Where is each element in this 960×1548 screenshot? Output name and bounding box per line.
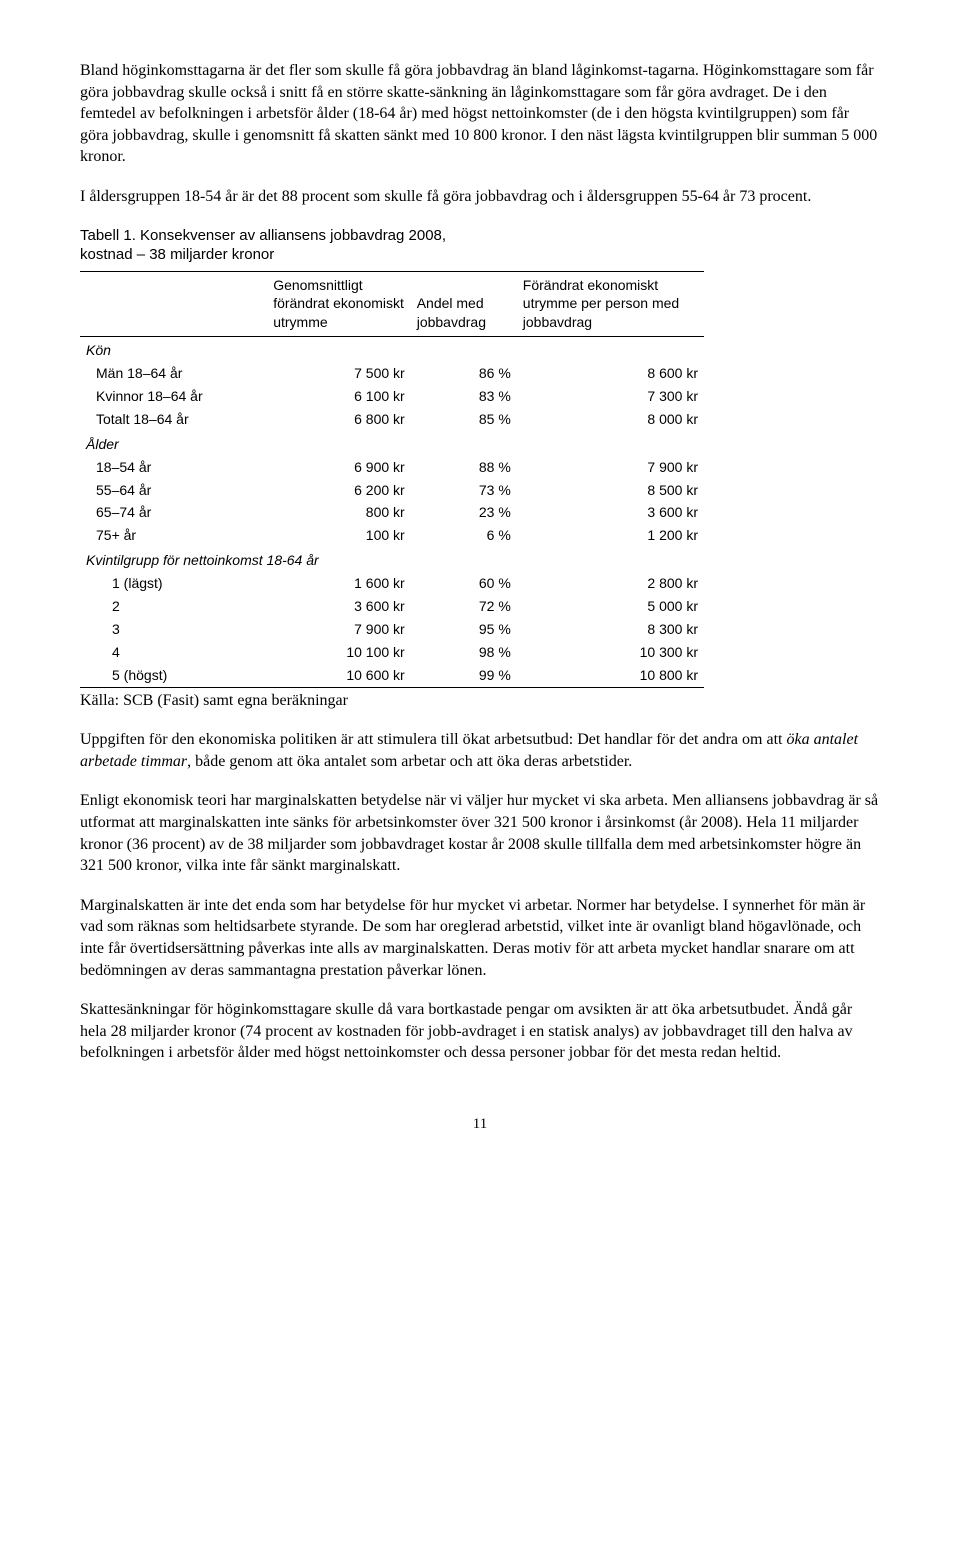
cell: 6 900 kr [267,456,411,479]
text-run: Uppgiften för den ekonomiska politiken ä… [80,731,786,748]
row-label: 1 (lägst) [80,572,267,595]
body-paragraph: Bland höginkomsttagarna är det fler som … [80,60,880,168]
cell: 95 % [411,618,517,641]
table-row: 55–64 år 6 200 kr 73 % 8 500 kr [80,479,704,502]
col-header: Andel med jobbavdrag [411,271,517,337]
cell: 6 % [411,524,517,547]
cell: 99 % [411,664,517,687]
table-section: Kön [80,337,704,362]
cell: 7 300 kr [517,385,704,408]
row-label: 75+ år [80,524,267,547]
cell: 6 800 kr [267,408,411,431]
cell: 10 300 kr [517,641,704,664]
cell: 73 % [411,479,517,502]
cell: 60 % [411,572,517,595]
table-row: 75+ år 100 kr 6 % 1 200 kr [80,524,704,547]
cell: 72 % [411,595,517,618]
table-source: Källa: SCB (Fasit) samt egna beräkningar [80,690,880,712]
table-row: 1 (lägst) 1 600 kr 60 % 2 800 kr [80,572,704,595]
table-row: Kvinnor 18–64 år 6 100 kr 83 % 7 300 kr [80,385,704,408]
cell: 85 % [411,408,517,431]
section-label: Kvintilgrupp för nettoinkomst 18-64 år [80,547,704,572]
cell: 8 600 kr [517,362,704,385]
row-label: 2 [80,595,267,618]
section-label: Ålder [80,431,704,456]
table-row: 4 10 100 kr 98 % 10 300 kr [80,641,704,664]
cell: 800 kr [267,501,411,524]
body-paragraph: Enligt ekonomisk teori har marginalskatt… [80,790,880,876]
body-paragraph: Marginalskatten är inte det enda som har… [80,895,880,981]
cell: 3 600 kr [517,501,704,524]
table-row: 2 3 600 kr 72 % 5 000 kr [80,595,704,618]
table-row: Totalt 18–64 år 6 800 kr 85 % 8 000 kr [80,408,704,431]
cell: 1 600 kr [267,572,411,595]
row-label: 65–74 år [80,501,267,524]
cell: 100 kr [267,524,411,547]
row-label: 5 (högst) [80,664,267,687]
row-label: 4 [80,641,267,664]
table-section: Kvintilgrupp för nettoinkomst 18-64 år [80,547,704,572]
caption-line: kostnad – 38 miljarder kronor [80,246,274,263]
table-row: 3 7 900 kr 95 % 8 300 kr [80,618,704,641]
body-paragraph: Skattesänkningar för höginkomsttagare sk… [80,999,880,1064]
row-label: Kvinnor 18–64 år [80,385,267,408]
cell: 10 600 kr [267,664,411,687]
cell: 86 % [411,362,517,385]
cell: 10 800 kr [517,664,704,687]
cell: 10 100 kr [267,641,411,664]
cell: 1 200 kr [517,524,704,547]
page-number: 11 [80,1114,880,1134]
table-section: Ålder [80,431,704,456]
col-header: Förändrat ekonomiskt utrymme per person … [517,271,704,337]
row-label: 55–64 år [80,479,267,502]
row-label: Totalt 18–64 år [80,408,267,431]
cell: 8 500 kr [517,479,704,502]
cell: 8 300 kr [517,618,704,641]
text-run: , både genom att öka antalet som arbetar… [187,753,632,770]
row-label: 3 [80,618,267,641]
data-table: Genomsnittligt förändrat ekonomiskt utry… [80,271,704,688]
row-label: Män 18–64 år [80,362,267,385]
table-row: Män 18–64 år 7 500 kr 86 % 8 600 kr [80,362,704,385]
table-caption: Tabell 1. Konsekvenser av alliansens job… [80,226,880,265]
section-label: Kön [80,337,704,362]
cell: 88 % [411,456,517,479]
cell: 5 000 kr [517,595,704,618]
table-row: 5 (högst) 10 600 kr 99 % 10 800 kr [80,664,704,687]
cell: 7 500 kr [267,362,411,385]
cell: 8 000 kr [517,408,704,431]
row-label: 18–54 år [80,456,267,479]
cell: 2 800 kr [517,572,704,595]
col-header: Genomsnittligt förändrat ekonomiskt utry… [267,271,411,337]
body-paragraph: I åldersgruppen 18-54 år är det 88 proce… [80,186,880,208]
table-header-row: Genomsnittligt förändrat ekonomiskt utry… [80,271,704,337]
cell: 7 900 kr [267,618,411,641]
cell: 3 600 kr [267,595,411,618]
cell: 83 % [411,385,517,408]
cell: 7 900 kr [517,456,704,479]
table-row: 18–54 år 6 900 kr 88 % 7 900 kr [80,456,704,479]
caption-line: Tabell 1. Konsekvenser av alliansens job… [80,227,446,244]
cell: 6 200 kr [267,479,411,502]
cell: 6 100 kr [267,385,411,408]
cell: 23 % [411,501,517,524]
table-row: 65–74 år 800 kr 23 % 3 600 kr [80,501,704,524]
body-paragraph: Uppgiften för den ekonomiska politiken ä… [80,729,880,772]
cell: 98 % [411,641,517,664]
